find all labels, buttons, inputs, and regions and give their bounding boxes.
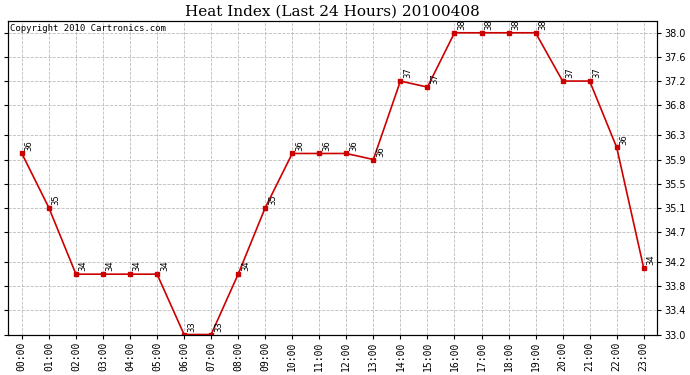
Text: Copyright 2010 Cartronics.com: Copyright 2010 Cartronics.com [10, 24, 166, 33]
Text: 36: 36 [295, 140, 304, 151]
Text: 36: 36 [349, 140, 358, 151]
Text: 34: 34 [647, 255, 656, 266]
Text: 38: 38 [457, 19, 466, 30]
Text: 38: 38 [511, 19, 520, 30]
Text: 36: 36 [620, 134, 629, 145]
Text: 36: 36 [376, 146, 385, 157]
Text: 37: 37 [403, 68, 412, 78]
Title: Heat Index (Last 24 Hours) 20100408: Heat Index (Last 24 Hours) 20100408 [186, 4, 480, 18]
Text: 35: 35 [268, 194, 277, 205]
Text: 36: 36 [25, 140, 34, 151]
Text: 38: 38 [484, 19, 493, 30]
Text: 33: 33 [214, 321, 223, 332]
Text: 34: 34 [79, 261, 88, 272]
Text: 37: 37 [593, 68, 602, 78]
Text: 34: 34 [106, 261, 115, 272]
Text: 34: 34 [160, 261, 169, 272]
Text: 36: 36 [322, 140, 331, 151]
Text: 38: 38 [538, 19, 547, 30]
Text: 34: 34 [132, 261, 141, 272]
Text: 34: 34 [241, 261, 250, 272]
Text: 37: 37 [430, 74, 440, 84]
Text: 35: 35 [52, 194, 61, 205]
Text: 37: 37 [565, 68, 574, 78]
Text: 33: 33 [187, 321, 196, 332]
